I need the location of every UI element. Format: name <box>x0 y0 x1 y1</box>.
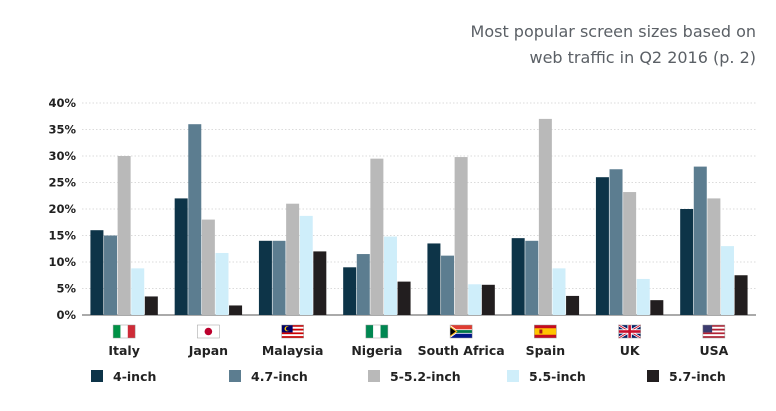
legend-label: 4-inch <box>113 369 156 384</box>
chart-title-line-1: Most popular screen sizes based on <box>471 22 756 41</box>
bar-south-africa-5-5-2-inch <box>454 157 468 315</box>
bar-japan-5-5-2-inch <box>201 219 215 315</box>
bar-japan-4-7-inch <box>188 124 202 315</box>
italy-flag-icon <box>112 324 136 339</box>
bar-malaysia-4-7-inch <box>272 240 286 315</box>
bar-italy-5-7-inch <box>144 296 158 315</box>
bar-italy-4-inch <box>90 230 104 315</box>
category-label-usa: USA <box>699 343 728 358</box>
x-axis-categories: Italy Japan Malaysia Nigeria South Africa Spa… <box>108 323 729 358</box>
bar-south-africa-4-7-inch <box>441 255 455 315</box>
y-tick-label: 5% <box>56 282 76 296</box>
y-tick-label: 25% <box>48 176 76 190</box>
chart-title-line-2: web traffic in Q2 2016 (p. 2) <box>529 48 756 67</box>
nigeria-flag-icon <box>365 324 389 339</box>
spain-flag-icon <box>534 324 557 339</box>
bar-spain-4-7-inch <box>525 240 539 315</box>
bar-italy-5-5-2-inch <box>117 156 131 315</box>
bar-spain-4-inch <box>511 238 525 315</box>
bar-nigeria-4-7-inch <box>356 254 370 315</box>
y-tick-label: 20% <box>48 202 76 216</box>
bar-malaysia-5-5-2-inch <box>286 203 300 315</box>
y-tick-label: 10% <box>48 255 76 269</box>
bar-usa-5-7-inch <box>734 275 748 315</box>
uk-flag-icon <box>617 323 642 340</box>
bar-nigeria-5-5-inch <box>383 236 397 315</box>
legend-swatch <box>229 370 241 382</box>
legend-label: 5.7-inch <box>669 369 726 384</box>
bar-spain-5-5-inch <box>552 268 566 315</box>
bar-spain-5-7-inch <box>566 295 580 315</box>
bar-spain-5-5-2-inch <box>538 118 552 316</box>
y-tick-label: 40% <box>48 96 76 110</box>
legend-item-5-7-inch: 5.7-inch <box>647 369 726 384</box>
bar-uk-5-5-inch <box>636 278 650 315</box>
bar-nigeria-4-inch <box>343 267 357 315</box>
category-label-south-africa: South Africa <box>418 343 505 358</box>
south-africa-flag-icon <box>449 324 473 339</box>
bars <box>90 118 748 316</box>
bar-malaysia-5-7-inch <box>313 251 327 315</box>
bar-japan-5-7-inch <box>229 305 243 315</box>
legend-item-5-5-2-inch: 5-5.2-inch <box>368 369 461 384</box>
bar-italy-4-7-inch <box>104 235 118 315</box>
bar-uk-4-7-inch <box>609 169 623 315</box>
y-tick-label: 30% <box>48 149 76 163</box>
legend-item-4-7-inch: 4.7-inch <box>229 369 308 384</box>
bar-south-africa-5-7-inch <box>481 284 495 315</box>
category-label-japan: Japan <box>188 343 228 358</box>
legend: 4-inch 4.7-inch 5-5.2-inch 5.5-inch 5.7-inch <box>91 369 726 384</box>
bar-italy-5-5-inch <box>131 268 145 315</box>
legend-item-5-5-inch: 5.5-inch <box>507 369 586 384</box>
bar-usa-5-5-inch <box>720 246 734 315</box>
legend-label: 5-5.2-inch <box>390 369 461 384</box>
bar-nigeria-5-5-2-inch <box>370 158 384 315</box>
bar-usa-4-7-inch <box>693 166 707 315</box>
bar-japan-4-inch <box>174 198 188 315</box>
legend-swatch <box>368 370 380 382</box>
category-label-malaysia: Malaysia <box>262 343 324 358</box>
bar-uk-4-inch <box>595 177 609 315</box>
bar-south-africa-4-inch <box>427 243 441 315</box>
malaysia-flag-icon <box>281 324 304 339</box>
bar-usa-5-5-2-inch <box>707 198 721 315</box>
category-label-spain: Spain <box>526 343 566 358</box>
legend-label: 5.5-inch <box>529 369 586 384</box>
legend-item-4-inch: 4-inch <box>91 369 156 384</box>
y-tick-label: 0% <box>56 308 76 322</box>
category-label-italy: Italy <box>108 343 140 358</box>
y-tick-label: 35% <box>48 123 76 137</box>
bar-malaysia-5-5-inch <box>299 215 313 315</box>
usa-flag-icon <box>702 324 726 339</box>
legend-label: 4.7-inch <box>251 369 308 384</box>
legend-swatch <box>507 370 519 382</box>
bar-japan-5-5-inch <box>215 252 229 315</box>
bar-uk-5-5-2-inch <box>623 192 637 315</box>
y-tick-label: 15% <box>48 229 76 243</box>
bar-uk-5-7-inch <box>650 300 664 315</box>
legend-swatch <box>91 370 103 382</box>
category-label-uk: UK <box>620 343 641 358</box>
category-label-nigeria: Nigeria <box>351 343 402 358</box>
bar-nigeria-5-7-inch <box>397 281 411 315</box>
bar-malaysia-4-inch <box>258 240 272 315</box>
bar-usa-4-inch <box>680 209 694 315</box>
chart-title: Most popular screen sizes based on web t… <box>471 22 756 67</box>
bar-south-africa-5-5-inch <box>468 284 482 315</box>
japan-flag-icon <box>197 324 220 339</box>
legend-swatch <box>647 370 659 382</box>
